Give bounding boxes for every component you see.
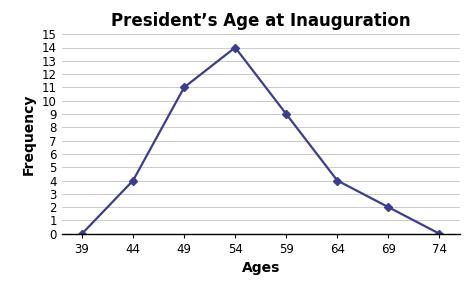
- X-axis label: Ages: Ages: [242, 261, 280, 275]
- Title: President’s Age at Inauguration: President’s Age at Inauguration: [111, 12, 410, 30]
- Y-axis label: Frequency: Frequency: [22, 93, 36, 175]
